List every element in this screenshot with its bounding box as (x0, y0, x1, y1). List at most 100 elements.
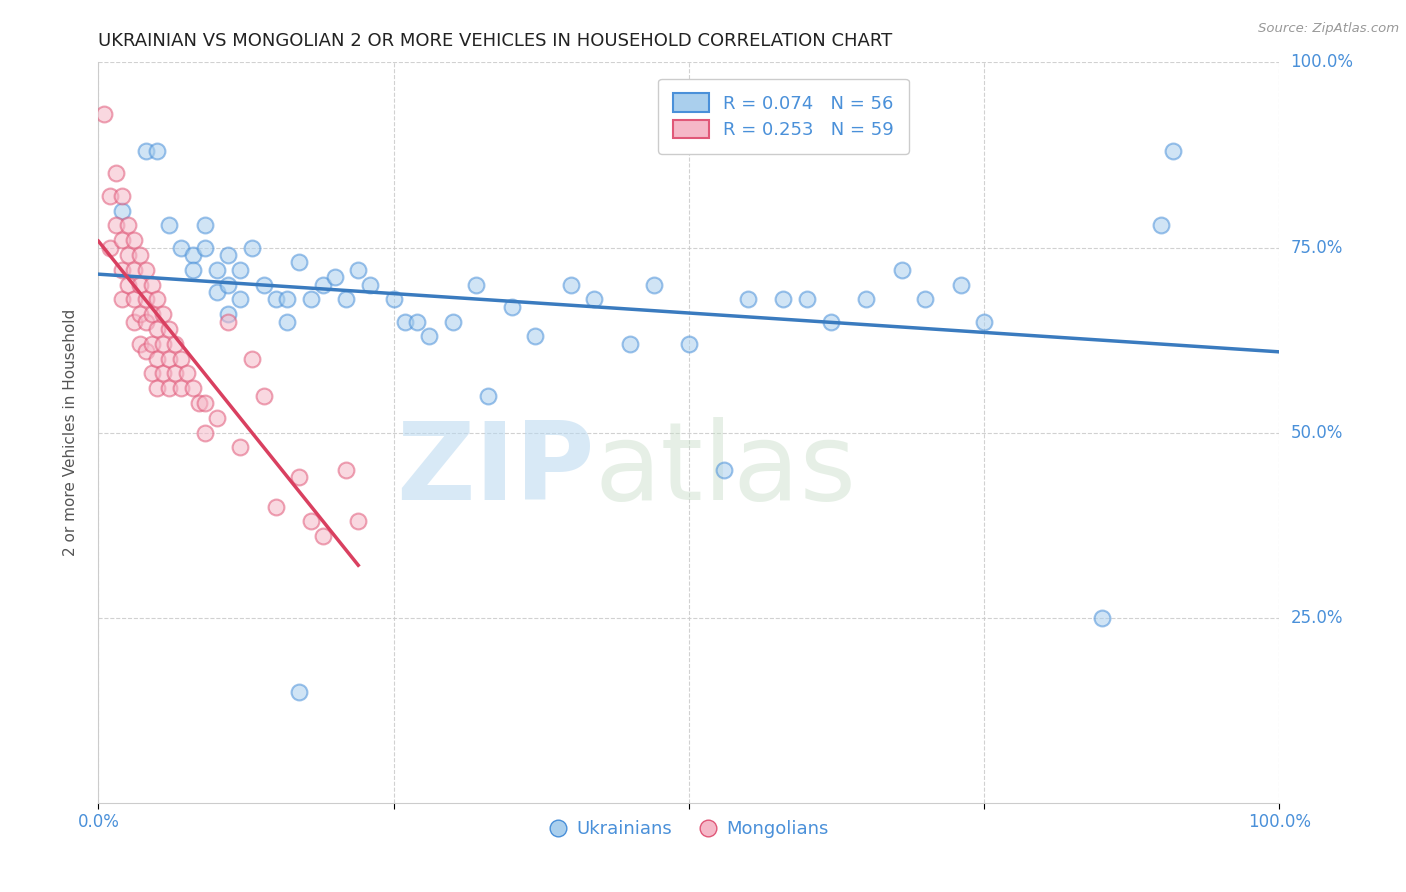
Point (524, 329, 547, 343)
Point (855, 293, 877, 307)
Point (276, 314, 298, 328)
Point (146, 293, 169, 307)
Point (973, 314, 995, 328)
Text: 50.0%: 50.0% (1291, 424, 1343, 442)
Point (181, 248, 204, 262)
Point (299, 293, 322, 307)
Point (105, 166, 128, 180)
Y-axis label: 2 or more Vehicles in Household: 2 or more Vehicles in Household (63, 309, 77, 557)
Point (205, 410, 228, 425)
Point (772, 293, 794, 307)
Point (441, 314, 464, 328)
Point (141, 277, 163, 292)
Point (264, 500, 287, 514)
Point (122, 293, 145, 307)
Point (276, 293, 298, 307)
Point (117, 277, 139, 292)
Point (1150, 219, 1173, 233)
Point (347, 515, 370, 529)
Point (135, 262, 157, 277)
Point (152, 307, 174, 321)
Point (914, 293, 936, 307)
Point (347, 262, 370, 277)
Point (141, 336, 163, 351)
Point (253, 277, 276, 292)
Point (205, 285, 228, 299)
Point (820, 314, 842, 328)
Point (111, 293, 134, 307)
Point (229, 262, 252, 277)
Text: 25.0%: 25.0% (1291, 608, 1343, 627)
Text: Source: ZipAtlas.com: Source: ZipAtlas.com (1258, 22, 1399, 36)
Point (194, 240, 217, 255)
Point (157, 351, 180, 366)
Point (146, 145, 169, 159)
Point (359, 277, 381, 292)
Point (560, 277, 582, 292)
Point (170, 240, 193, 255)
Point (170, 381, 193, 395)
Point (253, 388, 276, 402)
Point (737, 293, 759, 307)
Point (128, 248, 150, 262)
Point (128, 336, 150, 351)
Point (288, 255, 311, 269)
Point (117, 219, 139, 233)
Point (323, 270, 346, 285)
Point (194, 219, 217, 233)
Point (157, 381, 180, 395)
Point (418, 329, 440, 343)
Legend: Ukrainians, Mongolians: Ukrainians, Mongolians (543, 814, 835, 846)
Point (382, 293, 405, 307)
Point (135, 344, 157, 359)
Point (240, 240, 263, 255)
Point (288, 685, 311, 699)
Point (312, 529, 335, 543)
Point (141, 367, 163, 381)
Point (583, 293, 606, 307)
Point (170, 351, 193, 366)
Point (335, 293, 357, 307)
Text: atlas: atlas (595, 417, 856, 523)
Point (181, 381, 204, 395)
Point (713, 462, 735, 476)
Point (157, 219, 180, 233)
Point (128, 277, 150, 292)
Point (122, 262, 145, 277)
Point (165, 367, 187, 381)
Point (122, 233, 145, 247)
Point (111, 188, 134, 202)
Point (122, 314, 145, 328)
Point (135, 314, 157, 328)
Point (1091, 610, 1114, 624)
Text: 75.0%: 75.0% (1291, 238, 1343, 257)
Point (288, 470, 311, 484)
Point (949, 277, 972, 292)
Point (394, 314, 416, 328)
Point (98, 188, 121, 202)
Point (128, 307, 150, 321)
Text: UKRAINIAN VS MONGOLIAN 2 OR MORE VEHICLES IN HOUSEHOLD CORRELATION CHART: UKRAINIAN VS MONGOLIAN 2 OR MORE VEHICLE… (98, 32, 893, 50)
Point (181, 262, 204, 277)
Point (157, 322, 180, 336)
Point (229, 293, 252, 307)
Point (141, 307, 163, 321)
Point (165, 336, 187, 351)
Point (176, 367, 198, 381)
Point (194, 396, 217, 410)
Point (643, 277, 665, 292)
Text: ZIP: ZIP (396, 417, 595, 523)
Point (205, 262, 228, 277)
Point (335, 462, 357, 476)
Point (152, 336, 174, 351)
Point (217, 314, 239, 328)
Point (240, 351, 263, 366)
Point (217, 248, 239, 262)
Point (98, 240, 121, 255)
Point (117, 248, 139, 262)
Point (229, 441, 252, 455)
Point (501, 300, 523, 314)
Point (194, 425, 217, 440)
Point (93, 107, 115, 121)
Point (146, 381, 169, 395)
